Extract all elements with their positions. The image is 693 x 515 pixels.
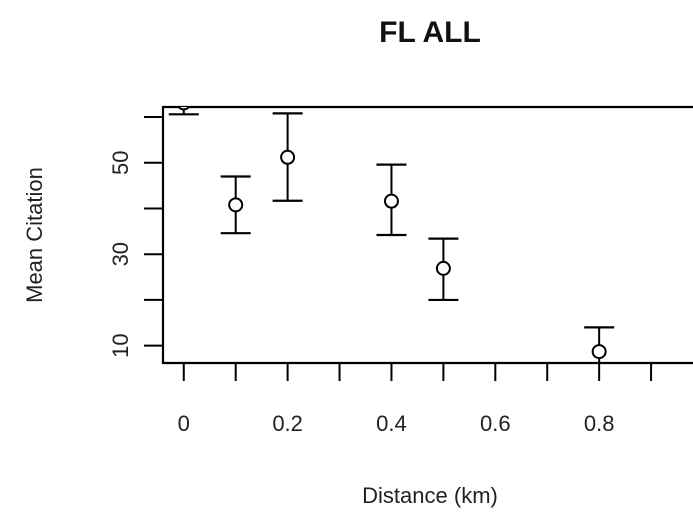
x-tick-label: 0 xyxy=(178,411,190,436)
data-point xyxy=(280,149,296,165)
axes: 00.20.40.60.81103050 xyxy=(108,105,693,436)
y-tick-label: 10 xyxy=(108,333,133,357)
chart-title: FL ALL xyxy=(379,16,481,49)
data-point xyxy=(591,344,607,360)
data-point xyxy=(177,107,191,111)
x-tick-label: 0.8 xyxy=(584,411,615,436)
data-layer xyxy=(168,107,615,363)
x-tick-label: 0.4 xyxy=(376,411,407,436)
y-tick-label: 50 xyxy=(108,151,133,175)
x-tick-label: 0.6 xyxy=(480,411,511,436)
y-tick-label: 30 xyxy=(108,242,133,266)
data-point xyxy=(383,193,399,209)
y-axis-label: Mean Citation xyxy=(22,167,47,303)
x-axis-label: Distance (km) xyxy=(362,483,498,508)
data-point xyxy=(435,260,451,276)
plot-frame xyxy=(161,105,693,365)
x-tick-label: 0.2 xyxy=(272,411,303,436)
data-point xyxy=(228,197,244,213)
